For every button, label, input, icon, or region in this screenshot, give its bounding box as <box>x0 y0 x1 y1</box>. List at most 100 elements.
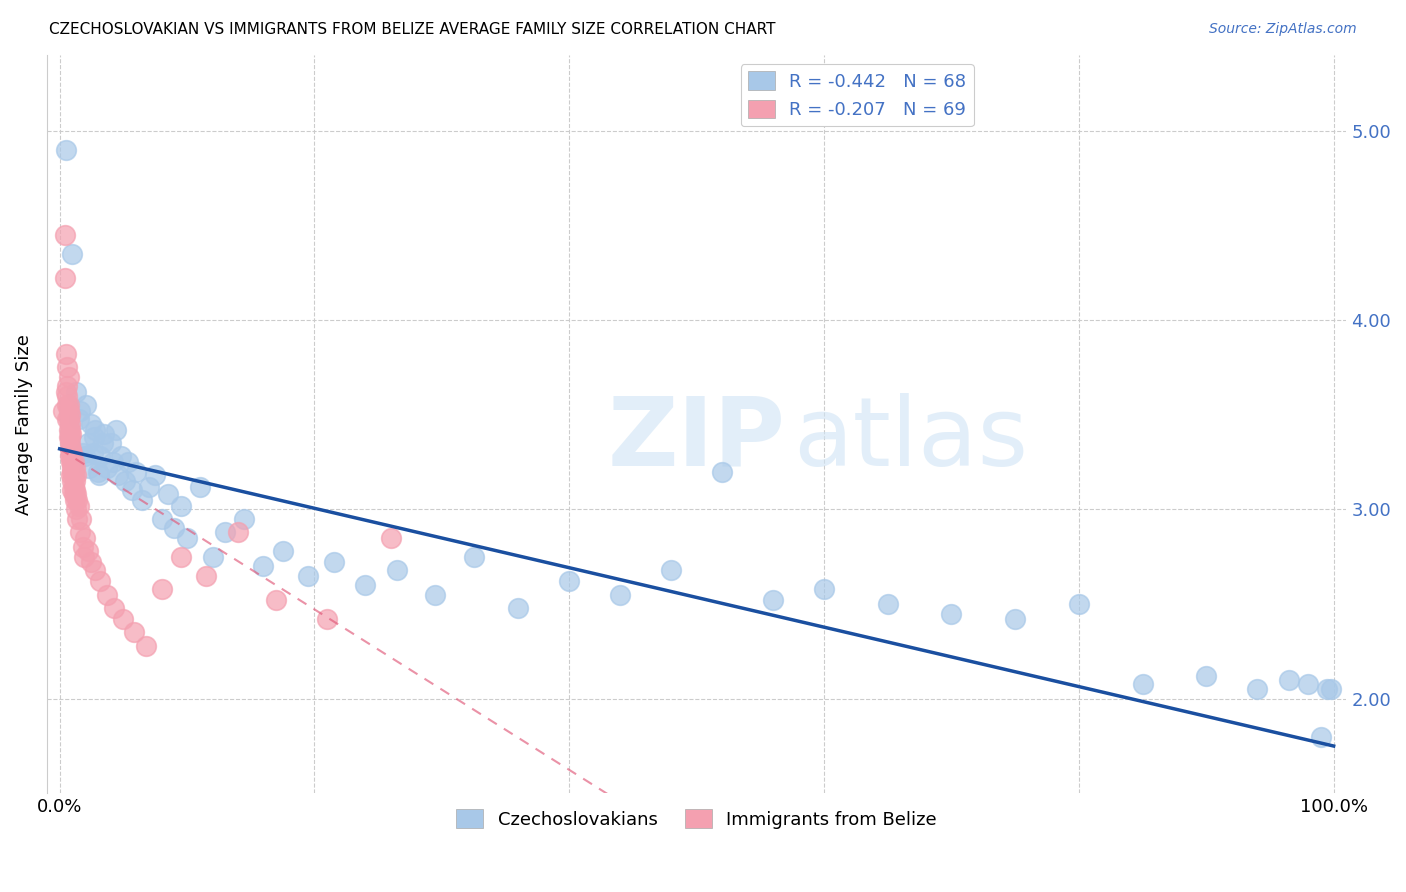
Point <box>75 398 97 412</box>
Point <box>131 492 153 507</box>
Point <box>59 442 82 456</box>
Point <box>297 568 319 582</box>
Point <box>58 430 80 444</box>
Point <box>80 417 103 432</box>
Point <box>59 408 82 422</box>
Point <box>91 436 114 450</box>
Point <box>89 468 111 483</box>
Point <box>56 379 79 393</box>
Point <box>65 502 87 516</box>
Point <box>75 450 97 464</box>
Point <box>322 556 344 570</box>
Point <box>316 612 339 626</box>
Point <box>56 411 79 425</box>
Point <box>60 460 83 475</box>
Point <box>62 487 84 501</box>
Point <box>107 468 129 483</box>
Point <box>195 568 218 582</box>
Point <box>100 436 122 450</box>
Point <box>76 544 98 558</box>
Point <box>156 487 179 501</box>
Point <box>1132 676 1154 690</box>
Point <box>56 398 79 412</box>
Point <box>214 525 236 540</box>
Point <box>62 455 84 469</box>
Point <box>62 468 84 483</box>
Point <box>76 436 98 450</box>
Point <box>89 574 111 589</box>
Point <box>73 549 96 564</box>
Point <box>169 549 191 564</box>
Point <box>55 143 77 157</box>
Point <box>1320 682 1343 697</box>
Point <box>59 423 82 437</box>
Point <box>65 487 87 501</box>
Point <box>59 430 82 444</box>
Point <box>65 385 87 400</box>
Point <box>60 450 83 464</box>
Point <box>163 521 186 535</box>
Point <box>101 455 124 469</box>
Point <box>55 347 77 361</box>
Point <box>58 370 80 384</box>
Point <box>104 423 127 437</box>
Point <box>112 612 135 626</box>
Point <box>66 512 89 526</box>
Point <box>762 593 785 607</box>
Point <box>93 426 115 441</box>
Legend: Czechoslovakians, Immigrants from Belize: Czechoslovakians, Immigrants from Belize <box>449 802 945 836</box>
Point <box>59 417 82 432</box>
Point <box>84 563 107 577</box>
Point <box>121 483 143 498</box>
Point <box>63 474 86 488</box>
Point <box>188 480 211 494</box>
Point <box>89 450 111 464</box>
Point <box>150 582 173 596</box>
Point <box>711 465 734 479</box>
Point <box>1278 673 1301 687</box>
Point <box>62 480 84 494</box>
Point <box>271 544 294 558</box>
Point <box>143 468 166 483</box>
Point <box>1246 682 1268 697</box>
Point <box>135 639 157 653</box>
Point <box>72 445 94 459</box>
Point <box>1309 730 1331 744</box>
Point <box>60 247 83 261</box>
Point <box>201 549 224 564</box>
Point <box>558 574 581 589</box>
Point <box>63 483 86 498</box>
Point <box>387 563 409 577</box>
Point <box>659 563 682 577</box>
Point <box>60 442 83 456</box>
Point <box>60 483 83 498</box>
Text: ZIP: ZIP <box>607 392 786 485</box>
Point <box>380 531 402 545</box>
Point <box>1316 682 1339 697</box>
Point <box>59 450 82 464</box>
Point <box>233 512 256 526</box>
Point <box>58 423 80 437</box>
Point <box>69 404 91 418</box>
Point <box>52 404 75 418</box>
Point <box>169 499 191 513</box>
Point <box>1195 669 1218 683</box>
Point <box>75 531 97 545</box>
Point <box>941 607 963 621</box>
Point <box>72 541 94 555</box>
Point <box>58 411 80 425</box>
Point <box>84 423 107 437</box>
Point <box>114 474 136 488</box>
Point <box>53 227 76 242</box>
Point <box>1296 676 1319 690</box>
Point <box>176 531 198 545</box>
Point <box>83 430 105 444</box>
Text: atlas: atlas <box>793 392 1029 485</box>
Point <box>60 474 83 488</box>
Point <box>226 525 249 540</box>
Y-axis label: Average Family Size: Average Family Size <box>15 334 32 515</box>
Point <box>425 588 447 602</box>
Point <box>1067 597 1090 611</box>
Text: Source: ZipAtlas.com: Source: ZipAtlas.com <box>1209 22 1357 37</box>
Text: CZECHOSLOVAKIAN VS IMMIGRANTS FROM BELIZE AVERAGE FAMILY SIZE CORRELATION CHART: CZECHOSLOVAKIAN VS IMMIGRANTS FROM BELIZ… <box>49 22 776 37</box>
